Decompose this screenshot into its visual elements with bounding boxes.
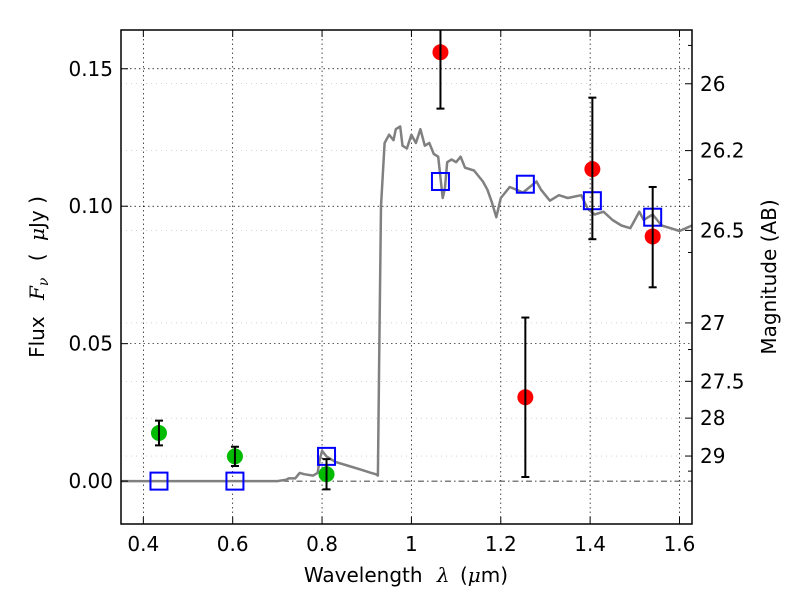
y-axis-label-text: Flux <box>25 316 49 358</box>
x-axis-label-unit-rest: m) <box>481 563 508 587</box>
x-axis-label-lambda: λ <box>436 563 450 587</box>
x-tick-label: 1.4 <box>574 532 606 556</box>
y-axis-label: Flux Fν ( μJy ) <box>25 196 53 358</box>
y-tick-label: 0.10 <box>68 194 113 218</box>
x-tick-label: 1.2 <box>485 532 517 556</box>
model-flux-square-marker <box>430 171 450 191</box>
y-tick-label: 0.05 <box>68 332 113 356</box>
model-flux-square-marker <box>225 471 245 491</box>
model-flux-square-marker <box>515 174 535 194</box>
x-tick-label: 0.4 <box>127 532 159 556</box>
x-tick-label: 0.8 <box>306 532 338 556</box>
axis-ticks: 0.4 0.6 0.8 1 1.2 1.4 1.6 0.00 0.05 0.10 0.15 26 26.… <box>68 30 745 556</box>
x-tick-label: 1.6 <box>664 532 696 556</box>
y-tick-label: 0.15 <box>68 57 113 81</box>
y-axis-label-nu: ν <box>36 277 52 286</box>
y2-tick-label: 29 <box>700 444 725 468</box>
y2-tick-label: 27 <box>700 311 725 335</box>
y-axis-label-unit-rest: Jy ) <box>25 196 49 230</box>
x-tick-label: 1 <box>405 532 418 556</box>
y-axis-label-unit-open: ( <box>25 253 49 261</box>
x-axis-label-unit-open: ( <box>460 563 468 587</box>
y2-tick-label: 26.2 <box>700 139 745 163</box>
x-tick-label: 0.6 <box>217 532 249 556</box>
y-tick-label: 0.00 <box>68 469 113 493</box>
y2-axis-label: Magnitude (AB) <box>757 199 781 354</box>
y-axis-label-F: F <box>25 285 49 301</box>
y2-tick-label: 26 <box>700 72 725 96</box>
plot-area <box>121 30 692 491</box>
x-axis-label-unit-mu: μ <box>468 563 481 587</box>
y2-tick-label: 27.5 <box>700 369 745 393</box>
y2-tick-label: 28 <box>700 406 725 430</box>
x-axis-label: Wavelength λ (μm) <box>304 563 508 587</box>
y2-tick-label: 26.5 <box>700 218 745 242</box>
x-axis-label-text: Wavelength <box>304 563 423 587</box>
y-axis-label-unit-mu: μ <box>25 228 49 241</box>
plot-frame <box>120 29 693 525</box>
grid <box>121 30 692 524</box>
model-flux-square-marker <box>149 471 169 491</box>
model-spectrum-line <box>121 125 692 483</box>
